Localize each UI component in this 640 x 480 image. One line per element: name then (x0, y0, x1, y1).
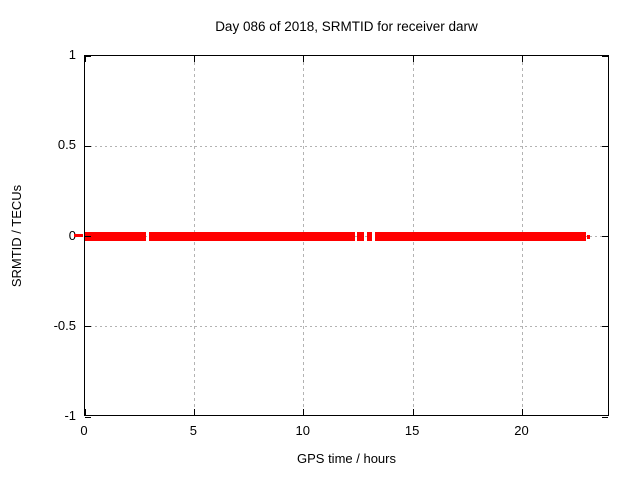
series-segment (85, 232, 147, 241)
x-tick-top (522, 56, 523, 62)
y-tick-right (602, 145, 608, 147)
y-tick-left (85, 145, 91, 147)
x-axis-label: GPS time / hours (297, 451, 396, 466)
x-tick-label: 15 (404, 423, 420, 438)
y-tick-label: 0.5 (57, 137, 76, 153)
y-tick-right (602, 416, 608, 418)
y-tick-right (602, 55, 608, 57)
series-segment (149, 232, 355, 241)
y-tick-right (602, 236, 608, 237)
gridline-y-0.5 (85, 145, 608, 147)
y-tick-label: 1 (68, 47, 76, 62)
y-tick-left (85, 236, 91, 237)
x-tick-bottom (522, 409, 523, 415)
y-tick-left (85, 55, 91, 57)
y-axis-label: SRMTID / TECUs (9, 184, 24, 288)
x-tick-top (84, 56, 86, 62)
series-segment (366, 232, 373, 241)
y-tick-right (602, 326, 608, 328)
y-tick-label: -1 (64, 408, 76, 423)
x-tick-top (303, 56, 305, 62)
clipped-point-artifact (74, 234, 83, 237)
y-tick-left (85, 326, 91, 328)
series-segment (356, 232, 364, 241)
x-tick-label: 0 (80, 423, 88, 438)
x-tick-bottom (193, 409, 195, 415)
series-isolated-point (586, 234, 590, 239)
x-tick-bottom (84, 409, 86, 415)
chart-title: Day 086 of 2018, SRMTID for receiver dar… (215, 19, 478, 34)
x-tick-label: 10 (295, 423, 310, 438)
gridline-y--0.5 (85, 326, 608, 328)
series-segment (375, 232, 586, 241)
y-tick-label: -0.5 (53, 317, 76, 333)
x-tick-label: 20 (514, 423, 529, 438)
x-tick-label: 5 (189, 423, 197, 438)
x-tick-top (193, 56, 195, 62)
x-tick-bottom (412, 409, 414, 415)
plot-area (84, 55, 609, 418)
x-tick-bottom (303, 409, 305, 415)
y-tick-label: 0 (68, 227, 76, 243)
y-tick-left (85, 416, 91, 418)
x-tick-top (412, 56, 414, 62)
